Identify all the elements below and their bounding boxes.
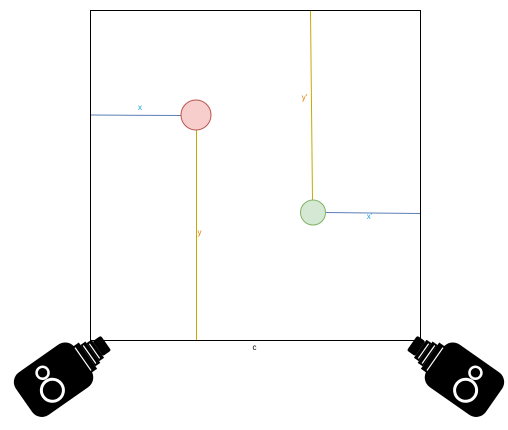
x-prime-line-green: [325, 212, 421, 214]
square-frame: [90, 10, 421, 341]
y-prime-line-green: [310, 10, 313, 201]
x-line-red: [90, 114, 182, 116]
red-point: [180, 99, 212, 131]
camera-icon: [407, 336, 505, 417]
camera-icon: [13, 336, 111, 417]
label-x-prime: x': [367, 212, 373, 221]
green-point: [300, 199, 326, 226]
label-y-prime: y': [302, 93, 308, 102]
label-y: y: [198, 228, 202, 237]
label-c: c: [253, 343, 257, 352]
label-x: x: [138, 103, 142, 112]
